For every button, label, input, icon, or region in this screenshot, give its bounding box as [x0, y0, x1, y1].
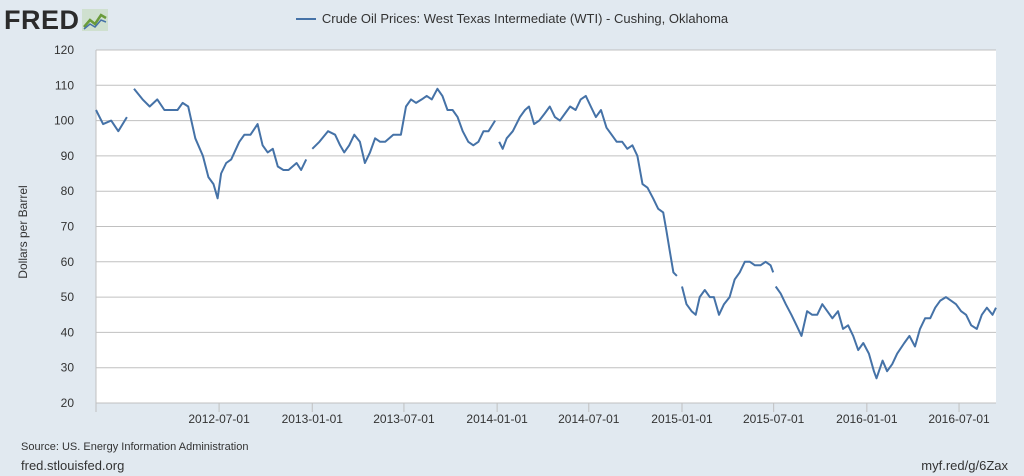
x-tick-label: 2016-01-01	[836, 412, 898, 426]
x-tick-label: 2015-07-01	[743, 412, 805, 426]
x-axis-ticks: 2012-07-01 2013-01-01 2013-07-01 2014-01-01…	[188, 403, 990, 426]
series-line-segment[interactable]	[681, 260, 775, 316]
legend-swatch	[295, 17, 316, 20]
series-line-segment[interactable]	[133, 88, 308, 200]
series-line-segment[interactable]	[311, 87, 496, 164]
source-note: Source: US. Energy Information Administr…	[21, 441, 249, 453]
series-line-segment[interactable]	[498, 94, 678, 277]
x-tick-label: 2014-01-01	[466, 412, 528, 426]
x-tick-label: 2013-07-01	[373, 412, 435, 426]
fred-logo-text: FRED	[4, 4, 80, 35]
y-tick-label: 90	[61, 149, 75, 163]
series-line-segment[interactable]	[95, 109, 128, 133]
x-tick-label: 2016-07-01	[928, 412, 990, 426]
x-tick-label: 2015-01-01	[651, 412, 713, 426]
fred-trend-logo-icon	[81, 9, 108, 31]
y-tick-label: 80	[61, 184, 75, 198]
series-line-segment[interactable]	[774, 285, 997, 380]
series-lines[interactable]	[95, 87, 997, 380]
y-tick-label: 120	[54, 43, 74, 57]
legend-series-label: Crude Oil Prices: West Texas Intermediat…	[321, 11, 729, 26]
y-tick-label: 20	[61, 396, 75, 410]
y-axis-ticks: 20 30 40 50 60 70 80 90 100 110 120	[54, 43, 74, 410]
x-tick-label: 2012-07-01	[188, 412, 250, 426]
y-tick-label: 50	[61, 290, 75, 304]
y-tick-label: 100	[54, 114, 74, 128]
fred-logo[interactable]: FRED	[4, 4, 108, 36]
y-tick-label: 40	[61, 325, 75, 339]
chart-legend[interactable]: Crude Oil Prices: West Texas Intermediat…	[0, 11, 1024, 26]
y-tick-label: 70	[61, 220, 75, 234]
short-link[interactable]: myf.red/g/6Zax	[921, 458, 1008, 473]
y-tick-label: 30	[61, 361, 75, 375]
y-tick-label: 60	[61, 255, 75, 269]
x-tick-label: 2014-07-01	[558, 412, 620, 426]
fred-url-link[interactable]: fred.stlouisfed.org	[21, 458, 125, 473]
y-axis-title: Dollars per Barrel	[16, 185, 30, 278]
y-tick-label: 110	[55, 78, 74, 92]
x-tick-label: 2013-01-01	[282, 412, 344, 426]
